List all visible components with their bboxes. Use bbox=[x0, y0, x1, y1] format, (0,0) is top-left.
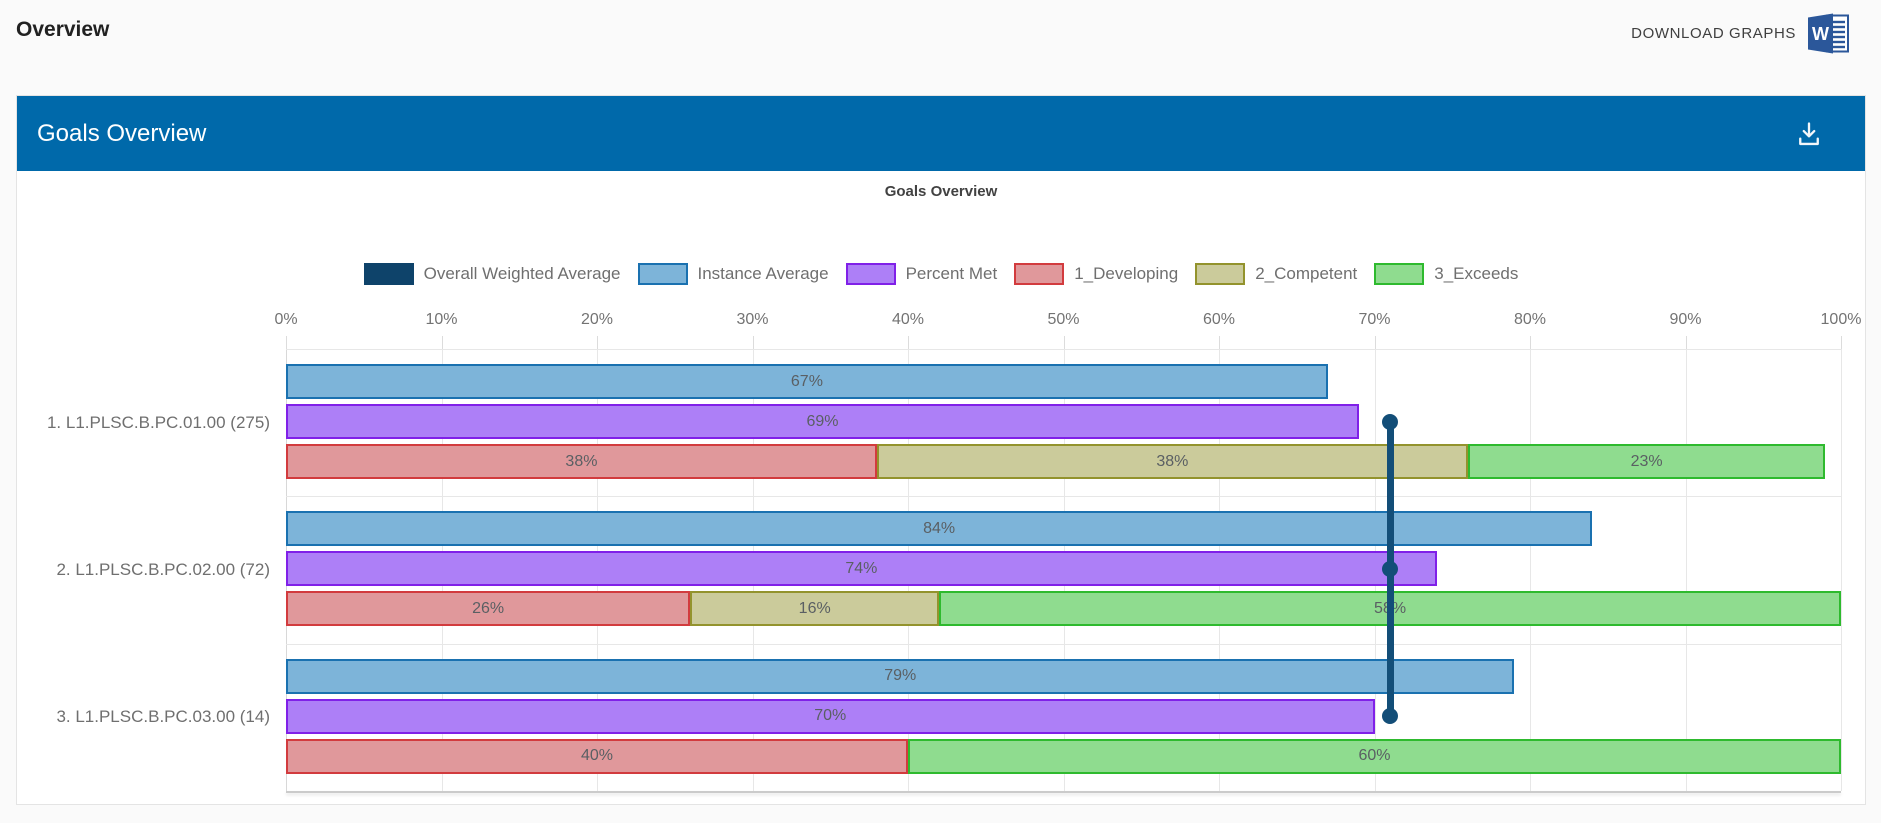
chart-legend: Overall Weighted Average Instance Average… bbox=[17, 263, 1865, 285]
legend-label: Overall Weighted Average bbox=[423, 264, 621, 283]
axis-tickmark bbox=[1219, 336, 1220, 349]
chart-region: Goals Overview Overall Weighted Average I… bbox=[17, 171, 1865, 804]
legend-label: 1_Developing bbox=[1074, 264, 1179, 283]
segment-value-label: 38% bbox=[565, 452, 598, 470]
x-tick-label: 30% bbox=[736, 311, 769, 328]
segment-1-developing: 40% bbox=[286, 738, 908, 774]
x-tick-label: 40% bbox=[891, 311, 925, 328]
download-icon[interactable] bbox=[1795, 120, 1823, 148]
axis-tickmark bbox=[1685, 336, 1687, 349]
legend-item: 2_Competent bbox=[1195, 263, 1357, 285]
x-tick-label: 70% bbox=[1358, 311, 1391, 328]
segment-value-label: 38% bbox=[1156, 452, 1189, 470]
x-tick-label: 50% bbox=[1047, 311, 1080, 328]
legend-item: Overall Weighted Average bbox=[363, 263, 621, 285]
bar-instance-average: 67% bbox=[286, 364, 1328, 399]
legend-label: 2_Competent bbox=[1255, 264, 1358, 283]
bar-percent-met: 70% bbox=[286, 698, 1375, 734]
x-tick-label: 90% bbox=[1669, 311, 1702, 328]
vertical-gridline bbox=[1685, 349, 1687, 791]
panel-title: Goals Overview bbox=[37, 119, 207, 147]
chart-title: Goals Overview bbox=[884, 183, 998, 200]
legend-swatch-3 bbox=[845, 263, 896, 285]
bar-value-label: 84% bbox=[923, 519, 956, 537]
legend-item: Instance Average bbox=[637, 263, 829, 285]
axis-tickmark bbox=[441, 336, 443, 349]
axis-tickmark bbox=[286, 336, 287, 349]
category-label: 3. L1.PLSC.B.PC.03.00 (14) bbox=[56, 707, 270, 727]
goals-overview-panel: Goals Overview Goals Overview Overall We… bbox=[16, 95, 1866, 805]
bar-value-label: 70% bbox=[814, 707, 847, 725]
legend-item: 1_Developing bbox=[1014, 263, 1178, 285]
legend-swatch-5 bbox=[1195, 263, 1246, 285]
legend-swatch-6 bbox=[1374, 263, 1425, 285]
x-tick-label: 20% bbox=[580, 311, 614, 328]
page-title: Overview bbox=[16, 18, 110, 41]
bar-value-label: 74% bbox=[845, 559, 878, 577]
panel-header: Goals Overview bbox=[17, 96, 1865, 171]
word-document-icon: W bbox=[1806, 13, 1851, 54]
segment-2-competent: 16% bbox=[690, 591, 940, 627]
legend-swatch-4 bbox=[1014, 263, 1065, 285]
overall-weighted-average-dot bbox=[1382, 708, 1399, 725]
svg-text:W: W bbox=[1812, 24, 1829, 44]
category-label: 1. L1.PLSC.B.PC.01.00 (275) bbox=[46, 412, 270, 432]
x-tick-label: 80% bbox=[1513, 311, 1547, 328]
row-separator bbox=[286, 349, 1841, 350]
legend-swatch-2 bbox=[637, 263, 688, 285]
segment-value-label: 26% bbox=[472, 599, 505, 617]
row-separator bbox=[286, 643, 1841, 645]
x-tick-label: 100% bbox=[1820, 311, 1862, 328]
bar-instance-average: 84% bbox=[286, 511, 1593, 547]
axis-tickmark bbox=[1063, 336, 1065, 349]
bar-value-label: 67% bbox=[790, 372, 823, 390]
segment-value-label: 16% bbox=[798, 599, 831, 617]
legend-label: Percent Met bbox=[905, 264, 998, 283]
vertical-gridline bbox=[1530, 349, 1531, 791]
segment-1-developing: 38% bbox=[286, 444, 877, 479]
download-graphs-button[interactable]: DOWNLOAD GRAPHS W bbox=[1631, 13, 1851, 54]
legend-label: Instance Average bbox=[697, 264, 829, 283]
axis-tickmark bbox=[908, 336, 909, 349]
bar-instance-average: 79% bbox=[286, 658, 1515, 694]
legend-swatch-1 bbox=[363, 263, 414, 285]
download-graphs-label: DOWNLOAD GRAPHS bbox=[1631, 25, 1796, 42]
legend-label: 3_Exceeds bbox=[1434, 264, 1519, 283]
plot-area: 67%69%38%38%23%84%74%26%16%58%79%70%40%6… bbox=[286, 336, 1842, 793]
segment-value-label: 40% bbox=[580, 747, 614, 765]
x-tick-label: 10% bbox=[425, 311, 458, 328]
row-separator bbox=[286, 496, 1841, 498]
bar-percent-met: 74% bbox=[286, 551, 1437, 587]
bar-value-label: 69% bbox=[806, 412, 839, 430]
axis-tickmark bbox=[1374, 336, 1376, 349]
x-axis-line bbox=[286, 791, 1841, 793]
segment-1-developing: 26% bbox=[286, 591, 691, 627]
legend-item: 3_Exceeds bbox=[1374, 263, 1518, 285]
bar-value-label: 79% bbox=[884, 667, 917, 685]
bar-percent-met: 69% bbox=[286, 404, 1359, 439]
axis-tickmark bbox=[1530, 336, 1531, 349]
segment-2-competent: 38% bbox=[876, 444, 1468, 479]
x-tick-label: 0% bbox=[274, 311, 298, 328]
axis-tickmark bbox=[1841, 336, 1842, 349]
axis-tickmark bbox=[752, 336, 754, 349]
x-tick-label: 60% bbox=[1202, 311, 1236, 328]
vertical-gridline bbox=[1841, 349, 1842, 791]
segment-3-exceeds: 60% bbox=[908, 738, 1841, 774]
category-label: 2. L1.PLSC.B.PC.02.00 (72) bbox=[56, 560, 270, 579]
overall-weighted-average-dot bbox=[1382, 560, 1399, 577]
legend-item: Percent Met bbox=[845, 263, 998, 285]
segment-3-exceeds: 23% bbox=[1467, 444, 1826, 479]
axis-tickmark bbox=[597, 336, 598, 349]
segment-value-label: 23% bbox=[1630, 452, 1663, 470]
overall-weighted-average-dot bbox=[1382, 413, 1399, 430]
segment-value-label: 60% bbox=[1358, 747, 1391, 765]
